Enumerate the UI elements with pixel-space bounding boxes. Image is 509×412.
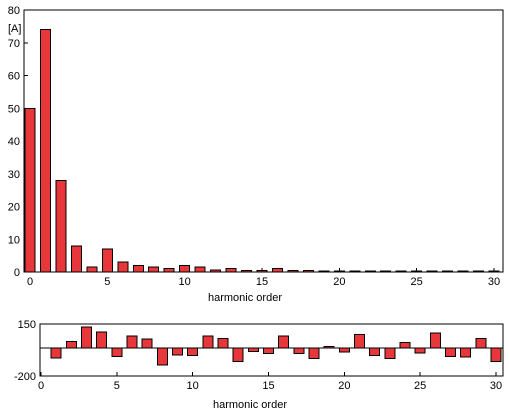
y-tick-labels: -200 150 <box>14 319 36 383</box>
phase-bar-h5 <box>111 347 123 357</box>
x-tick-label: 10 <box>187 380 199 392</box>
phase-bar-h4 <box>96 331 108 349</box>
plot-frame <box>39 323 504 377</box>
phase-bar-h15 <box>263 347 274 355</box>
phase-bar-h7 <box>141 338 153 349</box>
bar-h2 <box>55 179 67 273</box>
phase-bar-h3 <box>81 326 92 349</box>
plot-frame <box>23 9 504 273</box>
x-tick-labels: 0 5 10 15 20 25 30 <box>38 372 502 392</box>
phase-bar-h23 <box>384 347 396 359</box>
phase-bar-h25 <box>414 347 426 354</box>
y-tick-label: 80 <box>8 5 20 17</box>
phase-bar-h22 <box>369 347 381 357</box>
bar-h5 <box>101 248 113 273</box>
x-tick-label: 5 <box>104 276 110 288</box>
x-tick-label: 30 <box>488 276 500 288</box>
phase-bar-h16 <box>278 335 290 349</box>
phase-bar-h11 <box>202 335 214 349</box>
y-unit-label: [A] <box>8 23 21 35</box>
phase-bar-h9 <box>172 347 183 356</box>
phase-bar-h6 <box>126 335 138 349</box>
phase-bar-h28 <box>460 347 472 358</box>
x-tick-label: 30 <box>490 380 502 392</box>
bar-h3 <box>70 245 82 273</box>
x-tick-label: 25 <box>411 276 423 288</box>
x-tick-label: 25 <box>414 380 426 392</box>
x-tick-label: 0 <box>27 276 33 288</box>
phase-bar-h10 <box>187 347 199 357</box>
bar-h0 <box>24 107 36 273</box>
bar-h6 <box>117 261 129 273</box>
x-tick-label: 20 <box>333 276 345 288</box>
bar-h11 <box>194 266 206 273</box>
y-tick-label: 150 <box>18 319 36 331</box>
phase-bar-h26 <box>429 332 441 349</box>
y-tick-label: 70 <box>8 38 20 50</box>
phase-bar-h1 <box>50 347 62 359</box>
y-tick-label: 30 <box>8 169 20 181</box>
y-tick-label: 40 <box>8 136 20 148</box>
x-tick-label: 15 <box>256 276 268 288</box>
phase-bar-h13 <box>232 347 244 362</box>
x-tick-label: 0 <box>38 380 44 392</box>
phase-bar-h29 <box>475 337 487 349</box>
x-tick-label: 10 <box>179 276 191 288</box>
phase-bar-h12 <box>217 337 229 349</box>
phase-bar-h21 <box>354 333 365 349</box>
bar-h7 <box>132 264 144 273</box>
phase-bar-h14 <box>247 347 259 352</box>
x-tick-label: 20 <box>338 380 350 392</box>
y-tick-label: 0 <box>14 267 20 279</box>
x-tick-label: 15 <box>262 380 274 392</box>
phase-bar-h27 <box>445 347 456 357</box>
phase-chart: -200 150 0 5 10 15 20 25 30 harmonic order <box>14 319 504 411</box>
current-spectrum-chart: [A] 0 10 20 30 40 50 60 70 80 0 5 10 15 20 25 30 harmo… <box>8 5 504 304</box>
phase-bar-h24 <box>399 341 411 349</box>
bar-h8 <box>148 266 160 273</box>
phase-bar-h17 <box>293 347 305 355</box>
y-tick-label: 50 <box>8 103 20 115</box>
phase-bar-h8 <box>156 347 168 366</box>
x-axis-label: harmonic order <box>213 399 287 411</box>
phase-bar-h20 <box>338 347 350 353</box>
y-tick-label: -200 <box>14 371 36 383</box>
x-axis-label: harmonic order <box>208 292 282 304</box>
x-tick-label: 5 <box>114 380 120 392</box>
current-bars <box>24 29 500 273</box>
y-tick-label: 60 <box>8 71 20 83</box>
bar-h10 <box>179 264 191 273</box>
phase-bars <box>50 326 502 366</box>
y-tick-label: 10 <box>8 234 20 246</box>
phase-bar-h18 <box>308 347 320 359</box>
y-tick-label: 20 <box>8 202 20 214</box>
phase-bar-h30 <box>490 347 502 362</box>
phase-bar-h2 <box>65 341 77 349</box>
bar-h1 <box>39 29 51 273</box>
bar-h4 <box>86 266 98 273</box>
